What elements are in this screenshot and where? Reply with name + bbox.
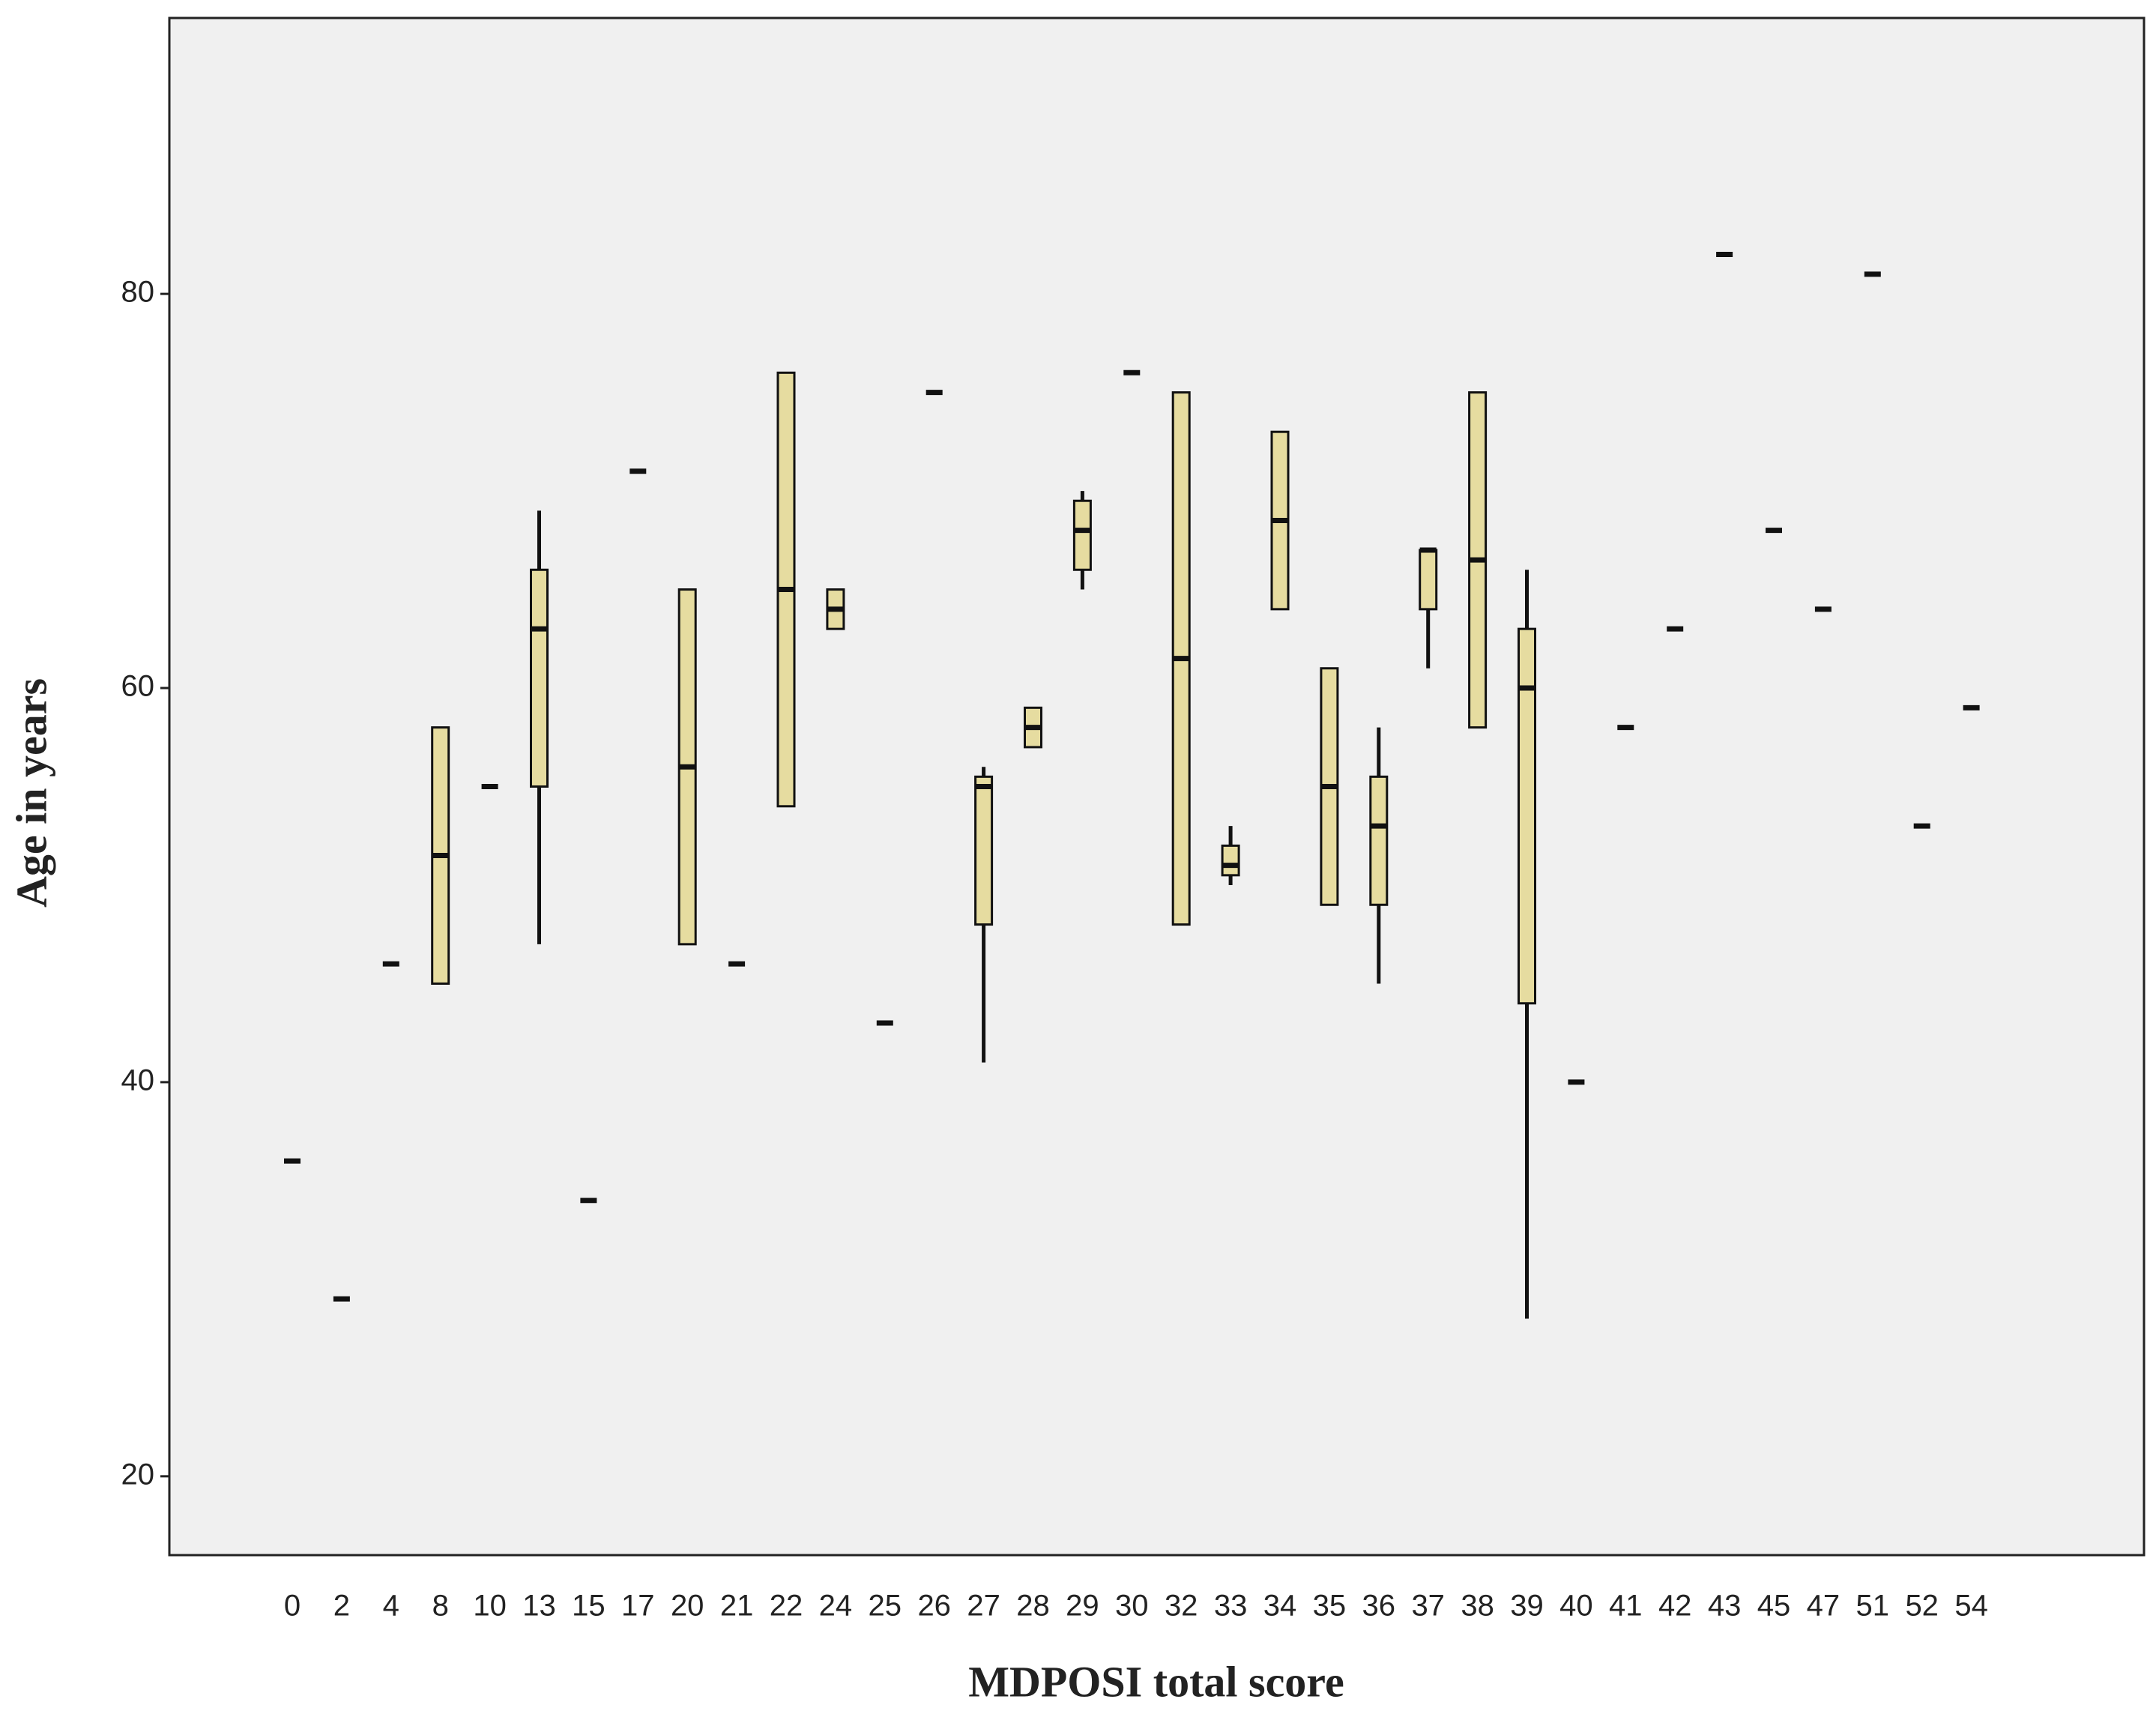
x-tick-label: 27: [967, 1590, 1000, 1623]
box: [530, 568, 549, 788]
x-tick-label: 25: [869, 1590, 902, 1623]
x-tick-label: 45: [1757, 1590, 1791, 1623]
x-tick-label: 34: [1263, 1590, 1297, 1623]
x-tick-label: 43: [1708, 1590, 1742, 1623]
y-tick-label: 60: [121, 670, 155, 703]
y-axis-title: Age in years: [7, 678, 55, 908]
box: [1221, 844, 1240, 877]
x-tick-label: 21: [720, 1590, 754, 1623]
x-tick-label: 47: [1807, 1590, 1841, 1623]
x-tick-label: 8: [432, 1590, 449, 1623]
x-tick-label: 26: [917, 1590, 951, 1623]
x-tick-label: 30: [1115, 1590, 1149, 1623]
x-tick-label: 17: [621, 1590, 655, 1623]
x-axis-title: MDPOSI total score: [968, 1657, 1344, 1706]
x-tick-label: 4: [383, 1590, 399, 1623]
x-tick-label: 40: [1559, 1590, 1593, 1623]
x-tick-label: 39: [1510, 1590, 1544, 1623]
y-tick-label: 40: [121, 1063, 155, 1096]
x-tick-label: 0: [284, 1590, 301, 1623]
plot-area: [168, 16, 2146, 1557]
x-tick-label: 41: [1609, 1590, 1643, 1623]
x-tick-label: 51: [1856, 1590, 1890, 1623]
x-tick-label: 42: [1658, 1590, 1692, 1623]
x-tick-label: 35: [1313, 1590, 1347, 1623]
x-tick-label: 13: [522, 1590, 556, 1623]
x-tick-label: 24: [819, 1590, 853, 1623]
box: [1072, 499, 1092, 571]
y-tick-label: 80: [121, 276, 155, 309]
x-tick-label: 2: [333, 1590, 350, 1623]
x-tick-label: 36: [1362, 1590, 1396, 1623]
x-tick-label: 37: [1411, 1590, 1445, 1623]
box: [1369, 775, 1389, 906]
x-tick-label: 52: [1905, 1590, 1939, 1623]
x-tick-label: 38: [1461, 1590, 1494, 1623]
x-tick-label: 22: [770, 1590, 803, 1623]
box: [1419, 549, 1438, 611]
y-tick-label: 20: [121, 1458, 155, 1491]
x-tick-label: 32: [1165, 1590, 1198, 1623]
x-tick-label: 54: [1954, 1590, 1988, 1623]
x-tick-label: 33: [1214, 1590, 1248, 1623]
x-tick-label: 28: [1016, 1590, 1050, 1623]
box: [1518, 627, 1536, 1005]
x-tick-label: 10: [473, 1590, 507, 1623]
x-tick-label: 29: [1066, 1590, 1099, 1623]
box: [974, 775, 994, 926]
x-tick-label: 15: [572, 1590, 606, 1623]
x-tick-label: 20: [671, 1590, 704, 1623]
